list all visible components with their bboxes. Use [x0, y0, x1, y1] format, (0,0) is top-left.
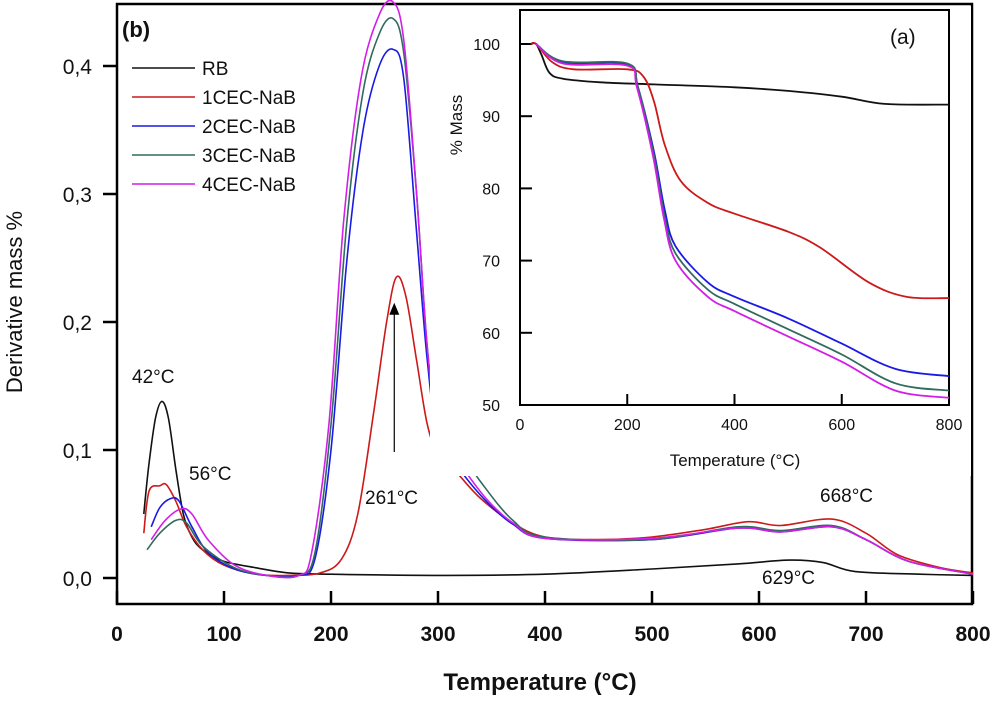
inset-axes: 0 200 400 600 800 50 60 70 80 90 100: [473, 37, 962, 434]
x-tick-label: 700: [848, 623, 883, 646]
peak-annotation: 56°C: [189, 464, 231, 485]
legend-label: 2CEC-NaB: [202, 117, 296, 138]
peak-annotation: 261°C: [365, 488, 418, 509]
inset-panel-label: (a): [890, 26, 916, 49]
main-series: [143, 0, 974, 579]
dtg-line-RB: [143, 400, 974, 577]
y-tick-label: 0,0: [63, 568, 92, 591]
dtg-line-3CEC-NaB: [146, 17, 974, 579]
x-tick-label: 0: [111, 623, 123, 646]
x-tick-label: 600: [741, 623, 776, 646]
inset-y-tick-label: 50: [482, 398, 500, 415]
dtg-line-1CEC-NaB: [143, 275, 974, 577]
inset-x-tick-label: 200: [614, 417, 641, 434]
legend: RB 1CEC-NaB 2CEC-NaB 3CEC-NaB 4CEC-NaB: [132, 59, 296, 196]
legend-label: RB: [202, 59, 228, 80]
peak-annotation: 629°C: [762, 568, 815, 589]
y-tick-label: 0,3: [63, 184, 92, 207]
x-tick-label: 200: [313, 623, 348, 646]
x-tick-label: 500: [634, 623, 669, 646]
main-x-axis-label: Temperature (°C): [443, 669, 636, 696]
tga-line-1CEC-NaB: [530, 41, 950, 300]
x-tick-label: 800: [955, 623, 990, 646]
main-y-axis-label: Derivative mass %: [2, 211, 27, 393]
peak-annotation: 42°C: [132, 367, 174, 388]
annotations: 42°C 56°C 261°C 668°C 629°C: [132, 302, 873, 589]
tga-line-RB: [530, 42, 950, 106]
inset-x-tick-label: 400: [721, 417, 748, 434]
y-tick-label: 0,4: [63, 56, 93, 79]
inset-y-tick-label: 90: [482, 109, 500, 126]
inset-y-axis-label: % Mass: [447, 95, 466, 155]
inset-y-tick-label: 100: [473, 37, 500, 54]
tga-line-4CEC-NaB: [535, 43, 950, 399]
inset-chart: 0 200 400 600 800 50 60 70 80 90 100 (a) % Mass Te…: [430, 6, 971, 476]
legend-label: 3CEC-NaB: [202, 146, 296, 167]
dtg-line-4CEC-NaB: [150, 0, 974, 579]
tga-line-3CEC-NaB: [535, 43, 950, 392]
inset-x-axis-label: Temperature (°C): [670, 451, 801, 470]
legend-label: 4CEC-NaB: [202, 175, 296, 196]
x-tick-label: 400: [527, 623, 562, 646]
inset-x-tick-label: 800: [936, 417, 963, 434]
y-tick-label: 0,1: [63, 440, 92, 463]
peak-annotation: 668°C: [820, 486, 873, 507]
inset-x-tick-label: 0: [516, 417, 525, 434]
legend-label: 1CEC-NaB: [202, 88, 296, 109]
inset-x-tick-label: 600: [828, 417, 855, 434]
inset-y-tick-label: 60: [482, 326, 500, 343]
x-tick-label: 300: [420, 623, 455, 646]
arrowhead-icon: [389, 302, 400, 315]
inset-y-tick-label: 70: [482, 254, 500, 271]
inset-series: [530, 41, 950, 399]
inset-y-tick-label: 80: [482, 181, 500, 198]
y-tick-label: 0,2: [63, 312, 92, 335]
main-panel-label: (b): [122, 17, 150, 42]
x-tick-label: 100: [206, 623, 241, 646]
